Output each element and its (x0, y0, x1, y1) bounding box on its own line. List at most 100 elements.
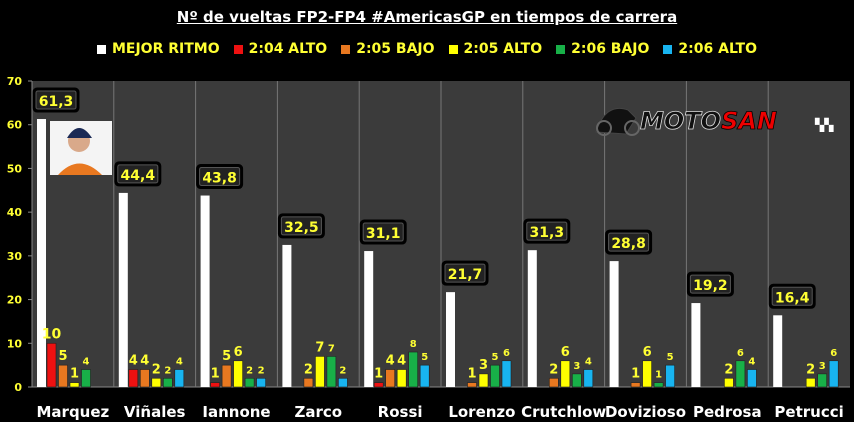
legend-item: 2:06 BAJO (556, 41, 649, 57)
bar-2-06-alto (174, 369, 185, 388)
data-label-box-inner (280, 216, 322, 236)
category-label: Petrucci (774, 403, 843, 421)
y-tick-label: 70 (7, 75, 23, 88)
bar-mejor-ritmo (609, 261, 619, 387)
bar-2-05-alto (724, 377, 734, 388)
bar-2-06-alto (747, 369, 757, 388)
bar-2-05-bajo (630, 382, 641, 388)
bar-2-06-alto (501, 360, 512, 388)
bar-mejor-ritmo (364, 251, 374, 387)
bar-2-05-bajo (548, 377, 559, 388)
bar-mejor-ritmo (118, 192, 128, 387)
bar-mejor-ritmo (773, 315, 783, 387)
data-label: 16,4 (775, 290, 810, 306)
data-label: 5 (58, 349, 67, 364)
data-label: 4 (176, 357, 183, 368)
data-label: 28,8 (611, 236, 646, 252)
bar-2-06-bajo (326, 356, 337, 388)
bar-2-06-bajo (571, 373, 582, 388)
bar-2-05-bajo (385, 369, 396, 388)
legend-swatch (556, 44, 566, 54)
legend-swatch (233, 44, 243, 54)
data-label: 4 (585, 357, 592, 368)
category-label: Zarco (295, 403, 343, 421)
bar-2-04-alto (128, 369, 139, 388)
bar-mejor-ritmo (446, 292, 455, 387)
logo-wheel-icon (596, 120, 612, 136)
bar-mejor-ritmo (200, 195, 210, 387)
bar-2-05-bajo (58, 364, 68, 388)
data-label: 5 (222, 349, 231, 364)
bar-2-06-alto (665, 364, 675, 388)
data-label: 1 (374, 367, 383, 382)
category-label: Viñales (124, 403, 186, 421)
bar-2-06-bajo (244, 377, 255, 388)
data-label: 6 (234, 345, 243, 360)
data-label: 2 (152, 362, 161, 377)
legend-swatch (663, 44, 673, 54)
data-label: 1 (211, 367, 220, 382)
category-label: Marquez (37, 403, 110, 421)
data-label-box-inner (199, 167, 241, 187)
bar-2-05-alto (805, 377, 816, 388)
legend: MEJOR RITMO 2:04 ALTO 2:05 BAJO 2:05 ALTO 2:… (0, 41, 854, 57)
data-label: 2 (549, 362, 558, 377)
y-tick-label: 60 (7, 119, 23, 132)
legend-item: 2:05 ALTO (448, 41, 543, 57)
data-label: 31,3 (530, 225, 565, 241)
bar-2-05-alto (69, 382, 80, 388)
data-label: 6 (561, 345, 570, 360)
data-label: 5 (492, 352, 499, 363)
logo-text: MOTOSAN (640, 107, 777, 135)
data-label: 8 (410, 339, 417, 350)
legend-label: 2:04 ALTO (248, 41, 328, 57)
data-label: 21,7 (448, 267, 483, 283)
bar-2-05-alto (478, 373, 489, 388)
bar-2-06-bajo (163, 377, 173, 388)
legend-item: 2:05 BAJO (341, 41, 435, 57)
legend-swatch (341, 44, 351, 54)
data-label: 43,8 (202, 171, 237, 187)
bar-2-05-bajo (140, 369, 150, 388)
data-label: 4 (129, 354, 138, 369)
bar-2-05-alto (151, 377, 162, 388)
data-label: 31,1 (366, 226, 401, 242)
data-label: 2 (339, 365, 346, 376)
data-label-box-inner (362, 222, 404, 242)
category-label: Dovizioso (605, 403, 686, 421)
data-label: 3 (479, 358, 488, 373)
data-label: 1 (655, 370, 662, 381)
legend-label: 2:05 ALTO (463, 41, 543, 57)
legend-item: 2:04 ALTO (233, 41, 328, 57)
data-label: 3 (573, 361, 580, 372)
data-label-box-inner (117, 164, 159, 184)
data-label: 5 (667, 352, 674, 363)
data-label: 2 (304, 362, 313, 377)
bar-2-06-alto (419, 364, 430, 388)
data-label: 3 (819, 361, 826, 372)
bar-2-05-alto (642, 360, 652, 388)
bar-2-06-alto (583, 369, 594, 388)
data-label: 6 (737, 348, 744, 359)
bar-2-05-bajo (467, 382, 477, 388)
rider-photo-suit (58, 163, 102, 175)
data-label: 4 (386, 354, 395, 369)
bar-2-06-bajo (490, 364, 500, 388)
data-label: 4 (748, 357, 755, 368)
bar-2-05-alto (396, 369, 407, 388)
bar-mejor-ritmo (282, 244, 292, 387)
data-label: 6 (643, 345, 652, 360)
bar-2-06-bajo (408, 351, 419, 388)
data-label-box-inner (35, 90, 77, 110)
legend-label: MEJOR RITMO (111, 41, 220, 57)
bar-2-04-alto (210, 382, 220, 388)
rider-photo-cap (67, 128, 92, 138)
data-label: 4 (83, 357, 90, 368)
legend-swatch (96, 44, 106, 54)
data-label: 2 (806, 362, 815, 377)
bar-2-06-bajo (735, 360, 746, 388)
data-label: 7 (328, 343, 335, 354)
data-label-box-inner (526, 221, 568, 241)
bar-2-05-alto (560, 360, 571, 388)
legend-item: MEJOR RITMO (96, 41, 220, 57)
